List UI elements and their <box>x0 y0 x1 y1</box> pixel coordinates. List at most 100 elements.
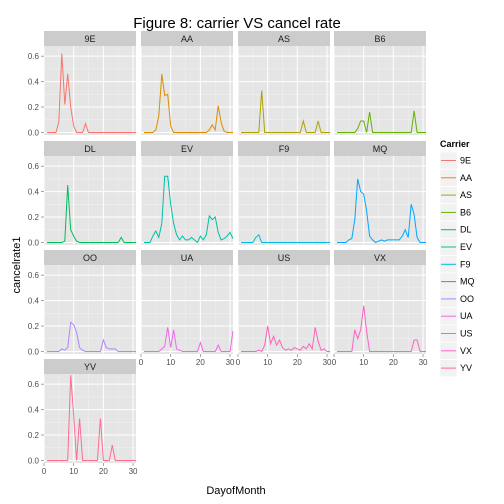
series-line-yv <box>47 375 136 461</box>
facet-strip <box>334 31 426 46</box>
legend-label: AS <box>460 190 472 200</box>
y-axis-label: cancelrate1 <box>11 237 23 294</box>
x-tick-label: 0 <box>236 358 241 367</box>
plot-background <box>334 265 426 354</box>
facet-strip-label: OO <box>83 253 97 263</box>
series-line-aa <box>144 73 233 133</box>
plot-background <box>44 46 136 135</box>
series-line-oo <box>47 321 136 352</box>
facet-panel-as: AS <box>237 31 330 135</box>
y-tick-label: 0.0 <box>28 456 40 465</box>
facet-panel-ua: UA 0 10 20 30 <box>139 250 235 367</box>
facet-panel-oo: OO 0.0 0.2 0.4 0.6 <box>28 250 136 356</box>
legend-label: MQ <box>460 277 475 287</box>
plot-background <box>238 46 330 135</box>
x-tick-label: 20 <box>99 467 108 476</box>
legend-label: VX <box>460 346 472 356</box>
facet-strip <box>44 31 136 46</box>
legend-item-dl: DL <box>439 220 472 239</box>
facet-strip-label: 9E <box>84 34 95 44</box>
x-tick-label: 0 <box>42 467 47 476</box>
legend-item-b6: B6 <box>439 203 471 222</box>
legend-label: UA <box>460 311 473 321</box>
y-tick-label: 0.2 <box>28 431 40 440</box>
legend-label: US <box>460 329 473 339</box>
y-tick-label: 0.2 <box>28 322 40 331</box>
facet-strip-label: F9 <box>279 144 290 154</box>
x-tick-label: 30 <box>129 467 138 476</box>
plot-background <box>238 156 330 245</box>
facet-strip-label: UA <box>181 253 194 263</box>
facet-strip <box>141 250 233 265</box>
legend-item-oo: OO <box>439 290 474 308</box>
series-line-ev <box>144 175 234 244</box>
legend-label: DL <box>460 225 472 235</box>
facet-strip-label: EV <box>181 144 193 154</box>
x-tick-label: 0 <box>139 358 144 367</box>
facet-strip-label: MQ <box>373 144 388 154</box>
plot-background <box>334 46 426 135</box>
series-line-mq <box>337 178 426 244</box>
legend-item-ua: UA <box>439 307 473 325</box>
y-tick-label: 0.4 <box>28 78 40 87</box>
legend-label: F9 <box>460 259 471 269</box>
plot-background <box>44 374 136 463</box>
facet-strip <box>238 31 330 46</box>
legend-title: Carrier <box>440 139 470 149</box>
y-tick-label: 0.0 <box>28 347 40 356</box>
facet-strip-label: YV <box>84 362 96 372</box>
facet-panel-b6: B6 <box>333 31 426 135</box>
x-tick-label: 30 <box>323 358 332 367</box>
x-tick-label: 10 <box>263 358 272 367</box>
series-line-f9 <box>241 233 330 243</box>
facet-strip <box>44 141 136 156</box>
series-line-as <box>241 90 330 133</box>
facet-strip-label: US <box>278 253 291 263</box>
series-line-9e <box>47 53 136 133</box>
facet-strip-label: AS <box>278 34 290 44</box>
facet-panels: 9E 0.0 0.2 0.4 0.6 AA AS B6 DL 0.0 0.2 0.4 0.6 EV F9 MQ… <box>28 31 428 476</box>
legend-item-ev: EV <box>439 238 472 256</box>
facet-panel-dl: DL 0.0 0.2 0.4 0.6 <box>28 141 136 247</box>
x-tick-label: 10 <box>359 358 368 367</box>
series-line-b6 <box>337 110 426 133</box>
legend-item-yv: YV <box>439 359 472 377</box>
x-axis-label: DayofMonth <box>206 485 265 497</box>
series-line-dl <box>47 185 136 243</box>
legend-label: YV <box>460 363 472 373</box>
facet-panel-9e: 9E 0.0 0.2 0.4 0.6 <box>28 31 136 137</box>
legend-label: 9E <box>460 156 471 166</box>
y-tick-label: 0.4 <box>28 188 40 197</box>
facet-panel-us: US 0 10 20 30 <box>236 250 332 367</box>
facet-strip <box>334 141 426 156</box>
plot-background <box>44 265 136 354</box>
legend-label: EV <box>460 242 472 252</box>
x-tick-label: 0 <box>332 358 337 367</box>
series-line-vx <box>337 305 426 352</box>
facet-panel-f9: F9 <box>237 141 330 245</box>
series-line-ua <box>144 327 234 352</box>
x-tick-label: 30 <box>226 358 235 367</box>
legend-item-as: AS <box>439 186 472 204</box>
legend-item-aa: AA <box>439 169 472 187</box>
legend-label: B6 <box>460 207 471 217</box>
facet-strip <box>141 31 233 46</box>
plot-background <box>334 156 426 245</box>
y-tick-label: 0.6 <box>28 271 40 280</box>
facet-panel-yv: YV 0.0 0.2 0.4 0.6 0 10 20 30 <box>28 359 138 476</box>
plot-background <box>44 156 136 245</box>
facet-panel-mq: MQ <box>333 141 426 245</box>
legend-label: OO <box>460 294 474 304</box>
chart-title: Figure 8: carrier VS cancel rate <box>133 15 341 32</box>
plot-background <box>141 156 233 245</box>
y-tick-label: 0.6 <box>28 52 40 61</box>
y-tick-label: 0.6 <box>28 380 40 389</box>
facet-strip <box>44 250 136 265</box>
facet-strip <box>334 250 426 265</box>
plot-background <box>141 46 233 135</box>
y-tick-label: 0.0 <box>28 238 40 247</box>
facet-strip-label: VX <box>374 253 386 263</box>
series-line-us <box>241 325 330 353</box>
legend-item-vx: VX <box>439 342 472 360</box>
